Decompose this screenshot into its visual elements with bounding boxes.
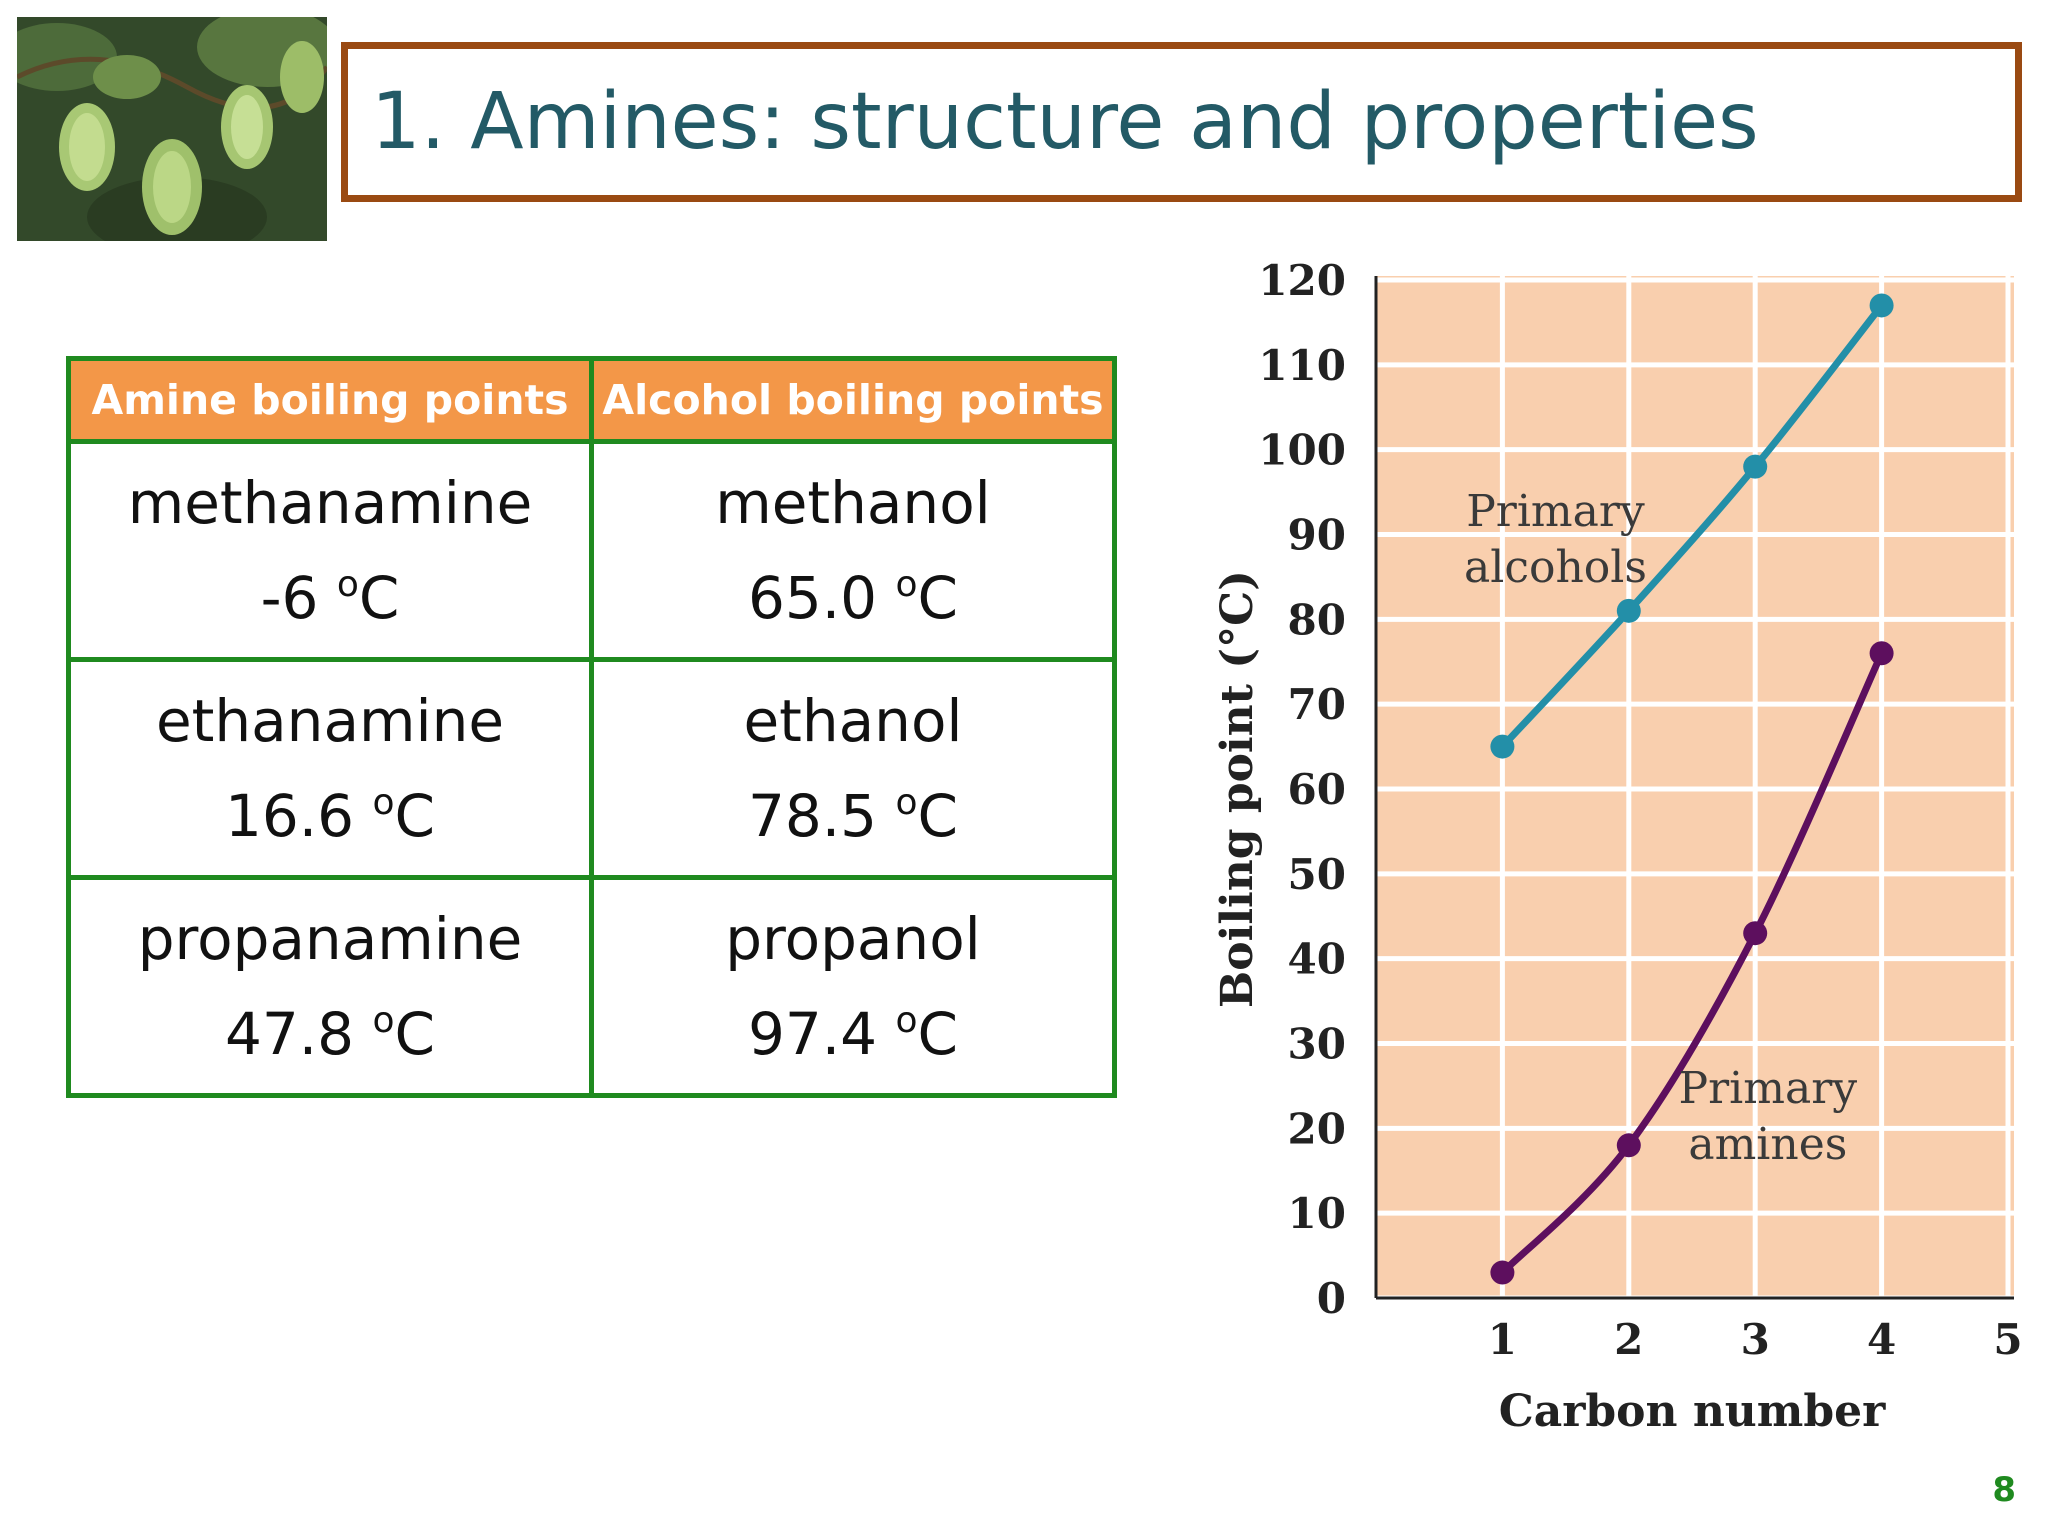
- boiling-point-chart: 0 10 20 30 40 50 60 70 80 90 100 110 120 1 2 3 4 5 Carbon …: [1180, 240, 2048, 1470]
- hops-photo: [17, 17, 327, 241]
- slide-title: 1. Amines: structure and properties: [371, 77, 1759, 167]
- series-label: Primary: [1679, 1063, 1858, 1114]
- data-point: [1616, 1133, 1641, 1158]
- compound-name: methanol: [715, 469, 991, 537]
- amine-cell: methanamine -6 oC: [66, 439, 594, 662]
- data-point: [1869, 641, 1894, 666]
- compound-name: propanamine: [137, 905, 523, 973]
- series-label: alcohols: [1464, 542, 1647, 593]
- series-line-amines: [1499, 651, 1885, 1276]
- x-tick-label: 5: [1993, 1315, 2022, 1364]
- compound-name: methanamine: [127, 469, 533, 537]
- table-row: ethanamine 16.6 oC ethanol 78.5 oC: [66, 657, 1117, 880]
- amine-cell: ethanamine 16.6 oC: [66, 657, 594, 880]
- page-number: 8: [1992, 1470, 2016, 1510]
- amine-cell: propanamine 47.8 oC: [66, 875, 594, 1098]
- y-tick-label: 10: [1288, 1189, 1346, 1238]
- x-tick-label: 3: [1741, 1315, 1770, 1364]
- y-axis-label: Boiling point (°C): [1212, 570, 1263, 1008]
- x-tick-label: 2: [1614, 1315, 1643, 1364]
- series-label: amines: [1688, 1119, 1847, 1170]
- boiling-point: 47.8 oC: [224, 1000, 436, 1068]
- y-tick-label: 120: [1258, 256, 1346, 305]
- table-header-row: Amine boiling points Alcohol boiling poi…: [66, 356, 1117, 444]
- data-point: [1743, 921, 1768, 946]
- y-tick-label: 70: [1288, 680, 1346, 729]
- boiling-point: -6 oC: [260, 564, 400, 632]
- boiling-point: 16.6 oC: [224, 782, 436, 850]
- series-line-alcohols: [1499, 303, 1885, 749]
- y-tick-label: 0: [1317, 1274, 1346, 1323]
- x-tick-label: 1: [1488, 1315, 1517, 1364]
- compound-name: ethanol: [743, 687, 963, 755]
- table-row: methanamine -6 oC methanol 65.0 oC: [66, 439, 1117, 662]
- y-tick-label: 80: [1288, 595, 1346, 644]
- y-tick-label: 110: [1258, 341, 1346, 390]
- slide-title-box: 1. Amines: structure and properties: [341, 42, 2022, 202]
- data-point: [1490, 1260, 1515, 1285]
- series-label: Primary: [1466, 486, 1645, 537]
- amine-column-header: Amine boiling points: [66, 356, 594, 444]
- data-point: [1490, 734, 1515, 759]
- y-tick-label: 100: [1258, 426, 1346, 475]
- boiling-point: 78.5 oC: [747, 782, 959, 850]
- y-tick-label: 50: [1288, 850, 1346, 899]
- y-tick-label: 30: [1288, 1020, 1346, 1069]
- y-tick-label: 40: [1288, 935, 1346, 984]
- chart-svg: 0 10 20 30 40 50 60 70 80 90 100 110 120 1 2 3 4 5 Carbon …: [1212, 256, 2023, 1437]
- data-point: [1616, 598, 1641, 623]
- data-point: [1869, 293, 1894, 318]
- compound-name: ethanamine: [155, 687, 505, 755]
- y-tick-label: 60: [1288, 765, 1346, 814]
- y-tick-label: 20: [1288, 1104, 1346, 1153]
- alcohol-cell: methanol 65.0 oC: [589, 439, 1117, 662]
- boiling-point: 65.0 oC: [747, 564, 959, 632]
- x-axis-label: Carbon number: [1499, 1386, 1886, 1437]
- compound-name: propanol: [725, 905, 981, 973]
- alcohol-cell: ethanol 78.5 oC: [589, 657, 1117, 880]
- boiling-point: 97.4 oC: [747, 1000, 959, 1068]
- x-tick-label: 4: [1867, 1315, 1896, 1364]
- alcohol-cell: propanol 97.4 oC: [589, 875, 1117, 1098]
- boiling-points-table: Amine boiling points Alcohol boiling poi…: [66, 356, 1117, 1098]
- y-tick-label: 90: [1288, 511, 1346, 560]
- table-row: propanamine 47.8 oC propanol 97.4 oC: [66, 875, 1117, 1098]
- data-point: [1743, 454, 1768, 479]
- alcohol-column-header: Alcohol boiling points: [589, 356, 1117, 444]
